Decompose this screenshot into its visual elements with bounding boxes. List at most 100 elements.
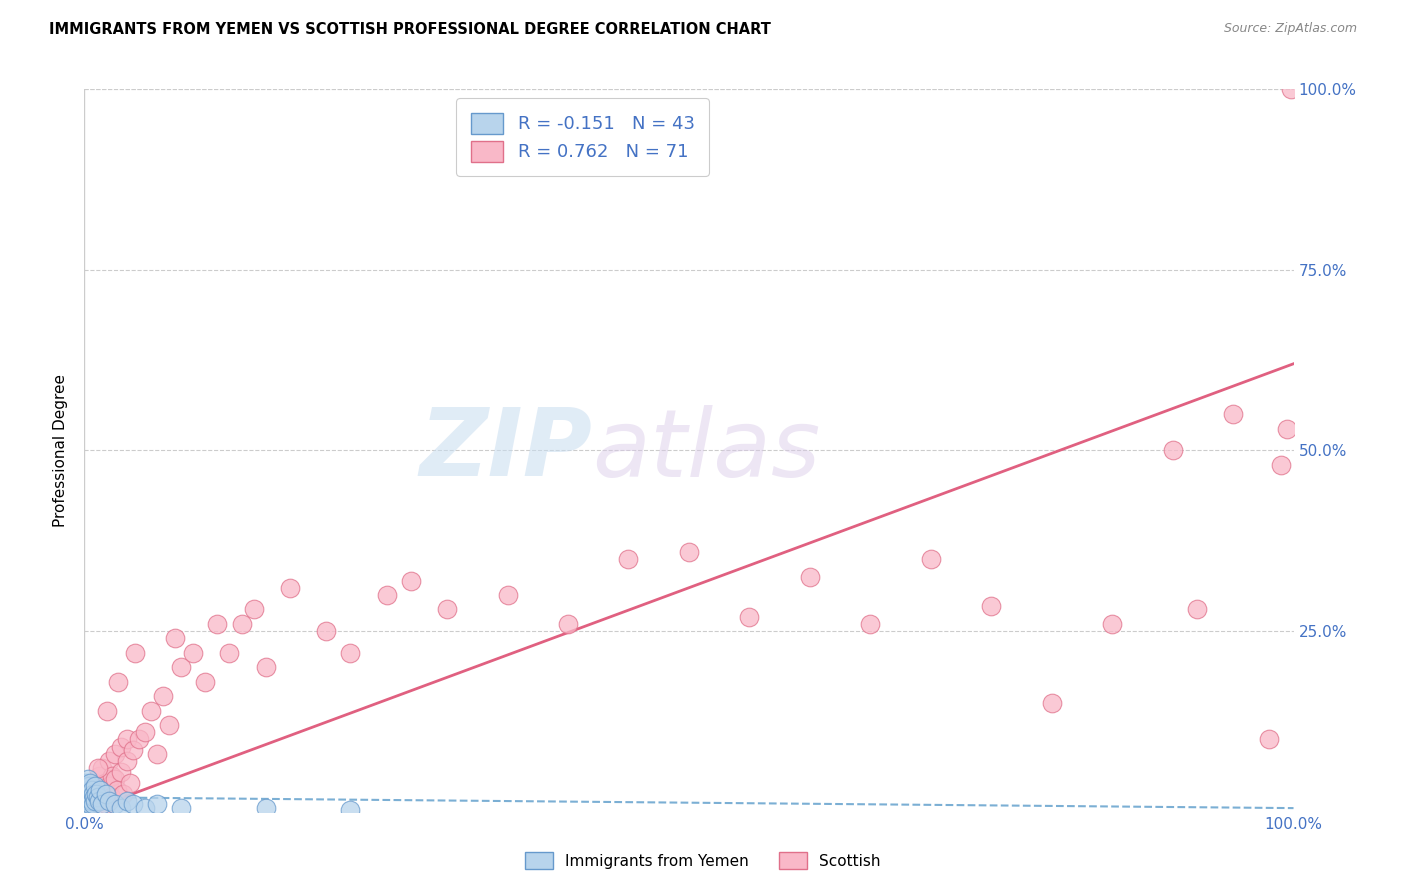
Point <box>496 588 519 602</box>
Point <box>146 797 169 812</box>
Point <box>91 797 114 812</box>
Text: IMMIGRANTS FROM YEMEN VS SCOTTISH PROFESSIONAL DEGREE CORRELATION CHART: IMMIGRANTS FROM YEMEN VS SCOTTISH PROFES… <box>49 22 770 37</box>
Point <box>79 776 101 790</box>
Point <box>859 616 882 631</box>
Point <box>254 801 277 815</box>
Point <box>76 797 98 812</box>
Point <box>77 794 100 808</box>
Point <box>170 801 193 815</box>
Point <box>115 754 138 768</box>
Point <box>738 609 761 624</box>
Point <box>77 783 100 797</box>
Point <box>86 790 108 805</box>
Point <box>84 794 107 808</box>
Point <box>83 780 105 794</box>
Point <box>1277 422 1299 436</box>
Point <box>115 794 138 808</box>
Point <box>1270 458 1292 472</box>
Point <box>86 787 108 801</box>
Point <box>94 776 117 790</box>
Point <box>110 801 132 815</box>
Point <box>86 776 108 790</box>
Point <box>436 602 458 616</box>
Point <box>80 780 103 794</box>
Point <box>242 602 264 616</box>
Point <box>97 754 120 768</box>
Point <box>77 790 100 805</box>
Point <box>799 570 821 584</box>
Text: atlas: atlas <box>592 405 821 496</box>
Point <box>104 797 127 812</box>
Point <box>96 704 118 718</box>
Point <box>1185 602 1208 616</box>
Point <box>86 790 108 805</box>
Point <box>82 783 104 797</box>
Point <box>104 772 127 787</box>
Point <box>231 616 253 631</box>
Point <box>120 776 142 790</box>
Point <box>77 791 100 805</box>
Point <box>115 732 138 747</box>
Text: Source: ZipAtlas.com: Source: ZipAtlas.com <box>1223 22 1357 36</box>
Point <box>139 704 162 718</box>
Point <box>79 787 101 801</box>
Point <box>76 780 98 794</box>
Point <box>100 790 122 805</box>
Point <box>76 787 98 801</box>
Point <box>89 783 111 797</box>
Point <box>254 660 277 674</box>
Y-axis label: Professional Degree: Professional Degree <box>53 374 69 527</box>
Point <box>91 761 114 775</box>
Point <box>75 787 97 801</box>
Point <box>170 660 193 674</box>
Point <box>86 761 108 775</box>
Point <box>112 787 135 801</box>
Point <box>97 780 120 794</box>
Point <box>181 646 204 660</box>
Point <box>75 783 97 797</box>
Legend: R = -0.151   N = 43, R = 0.762   N = 71: R = -0.151 N = 43, R = 0.762 N = 71 <box>456 98 709 176</box>
Point <box>128 732 150 747</box>
Legend: Immigrants from Yemen, Scottish: Immigrants from Yemen, Scottish <box>519 846 887 875</box>
Point <box>76 794 98 808</box>
Point <box>83 780 105 794</box>
Point <box>79 790 101 805</box>
Point <box>101 769 124 783</box>
Point <box>146 747 169 761</box>
Point <box>399 574 422 588</box>
Point <box>339 646 361 660</box>
Point <box>617 551 640 566</box>
Point <box>339 803 361 817</box>
Point <box>315 624 337 639</box>
Point <box>87 794 110 808</box>
Point <box>77 794 100 808</box>
Point <box>89 783 111 797</box>
Point <box>82 787 104 801</box>
Point <box>75 776 97 790</box>
Point <box>124 646 146 660</box>
Point <box>79 797 101 812</box>
Point <box>152 689 174 703</box>
Point <box>134 725 156 739</box>
Point <box>104 747 127 761</box>
Point <box>980 599 1002 613</box>
Point <box>87 794 110 808</box>
Point <box>134 801 156 815</box>
Point <box>76 790 98 805</box>
Point <box>121 797 143 812</box>
Point <box>157 718 180 732</box>
Point <box>107 674 129 689</box>
Point <box>82 797 104 812</box>
Point <box>83 790 105 805</box>
Point <box>110 739 132 754</box>
Point <box>77 772 100 787</box>
Point <box>1258 732 1281 747</box>
Point <box>207 616 229 631</box>
Point <box>1279 82 1302 96</box>
Point <box>121 743 143 757</box>
Point <box>375 588 398 602</box>
Point <box>194 674 217 689</box>
Point <box>218 646 240 660</box>
Point <box>97 794 120 808</box>
Point <box>94 797 117 812</box>
